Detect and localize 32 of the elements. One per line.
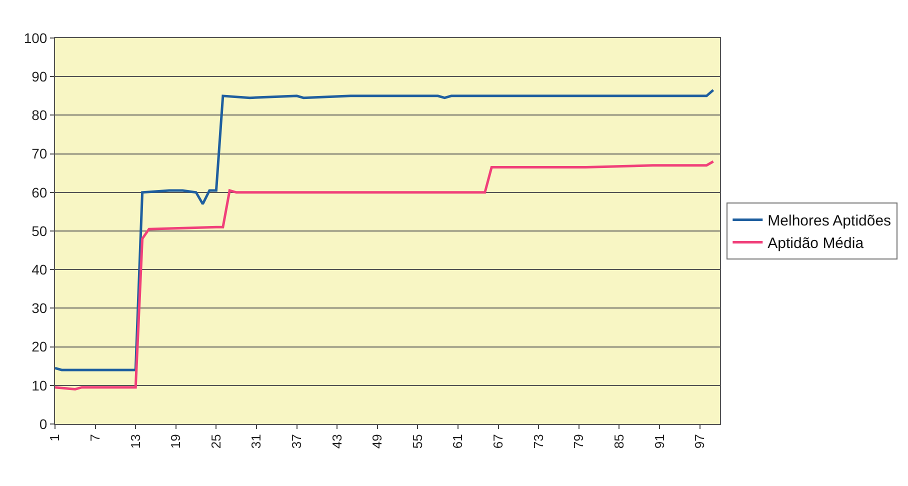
x-tick-label: 19 <box>168 434 184 449</box>
x-tick-label: 85 <box>611 434 626 449</box>
y-tick-label: 20 <box>32 338 48 355</box>
x-tick-label: 61 <box>450 434 466 449</box>
x-tick-label: 31 <box>248 434 264 449</box>
x-tick-label: 91 <box>652 434 667 449</box>
x-tick-label: 55 <box>410 434 425 449</box>
y-tick-label: 0 <box>39 416 48 432</box>
y-tick-label: 10 <box>32 377 48 394</box>
y-tick-label: 70 <box>32 146 48 162</box>
x-tick-label: 97 <box>692 434 708 449</box>
x-tick-label: 49 <box>370 434 385 449</box>
legend-label: Aptidão Média <box>768 235 864 252</box>
legend-label: Melhores Aptidões <box>768 212 892 230</box>
x-tick-label: 79 <box>571 434 586 449</box>
y-tick-label: 80 <box>32 107 48 124</box>
x-tick-label: 37 <box>289 434 304 449</box>
x-tick-label: 13 <box>128 434 143 449</box>
line-series <box>55 88 715 372</box>
y-tick-label: 30 <box>32 300 48 316</box>
line-series <box>55 160 715 391</box>
y-tick-label: 60 <box>32 184 48 200</box>
y-tick-label: 90 <box>32 68 48 84</box>
x-tick-label: 67 <box>490 434 506 449</box>
y-tick-label: 40 <box>32 262 48 278</box>
x-tick-label: 1 <box>47 434 62 442</box>
x-tick-label: 43 <box>329 434 344 449</box>
x-tick-label: 7 <box>88 434 103 442</box>
y-tick-label: 100 <box>24 30 48 46</box>
y-tick-label: 50 <box>32 222 48 239</box>
x-tick-label: 25 <box>208 434 224 449</box>
x-tick-label: 73 <box>530 434 546 449</box>
